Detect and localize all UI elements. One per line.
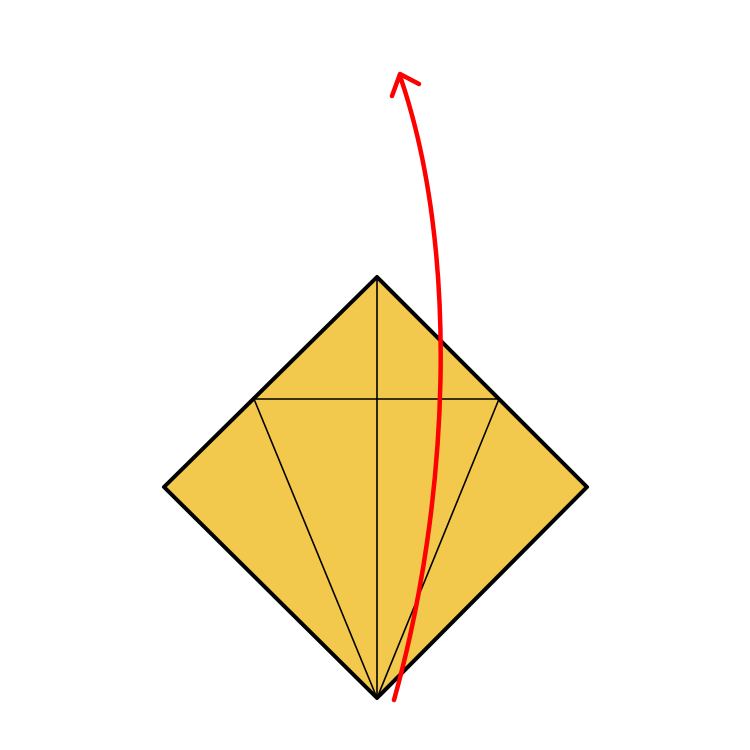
fold-arrow-head [389, 71, 422, 99]
crease-lines [253, 277, 500, 699]
paper-diamond [162, 275, 589, 700]
curved-fold-arrow-icon [389, 71, 443, 703]
right-diagonal-crease [376, 398, 500, 699]
fold-arrow-shaft [391, 73, 443, 703]
left-diagonal-crease [253, 398, 378, 699]
